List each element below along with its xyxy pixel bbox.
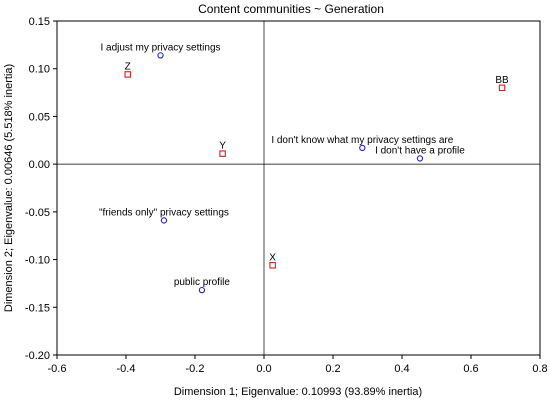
y-tick-label: -0.15 [25, 302, 50, 314]
point-label: I adjust my privacy settings [100, 42, 220, 53]
point-marker-circle [160, 217, 168, 224]
y-axis-label: Dimension 2; Eigenvalue: 0.00646 (5.518%… [3, 64, 15, 312]
x-tick-label: -0.6 [48, 363, 67, 375]
point-marker-square [269, 262, 276, 269]
point-label: BB [495, 75, 509, 86]
point-marker-circle [416, 155, 424, 162]
x-axis-label: Dimension 1; Eigenvalue: 0.10993 (93.89%… [174, 386, 422, 398]
y-tick-label: -0.20 [25, 350, 50, 362]
x-tick-label: 0.2 [325, 363, 340, 375]
plot-frame [56, 20, 541, 356]
reference-lines [57, 21, 540, 355]
y-tick-label: 0.00 [29, 159, 50, 171]
point-marker-square [219, 150, 226, 157]
point-marker-circle [157, 52, 164, 59]
point-marker-square [498, 84, 506, 92]
point-label: I don't have a profile [375, 145, 465, 156]
x-tick-label: -0.4 [117, 363, 136, 375]
x-tick-label: -0.2 [186, 363, 205, 375]
x-tick-label: 0.4 [394, 363, 409, 375]
data-points: I adjust my privacy settings I don't know… [99, 42, 509, 294]
x-tick-label: 0.0 [256, 363, 271, 375]
y-tick-label: -0.10 [25, 255, 50, 267]
x-tick-label: 0.6 [463, 363, 478, 375]
y-tick-label: 0.15 [29, 16, 50, 28]
point-label: public profile [174, 277, 231, 288]
y-tick-label: -0.05 [25, 207, 50, 219]
point-marker-circle [198, 286, 206, 294]
x-tick-label: 0.8 [532, 363, 547, 375]
point-marker-square [124, 71, 131, 78]
point-label: "friends only" privacy settings [99, 207, 229, 218]
chart-title: Content communities ~ Generation [198, 2, 384, 16]
point-label: I don't know what my privacy settings ar… [271, 135, 453, 146]
y-tick-label: 0.05 [29, 111, 50, 123]
point-marker-circle [359, 144, 366, 152]
point-label: Y [219, 141, 226, 152]
point-label: Z [125, 61, 131, 72]
point-label: X [269, 252, 276, 263]
axis-ticks: -0.6 -0.4 -0.2 0.0 0.2 0.4 0.6 0.8 0.15 0.10 0.05 0… [25, 16, 548, 375]
y-tick-label: 0.10 [29, 64, 50, 76]
